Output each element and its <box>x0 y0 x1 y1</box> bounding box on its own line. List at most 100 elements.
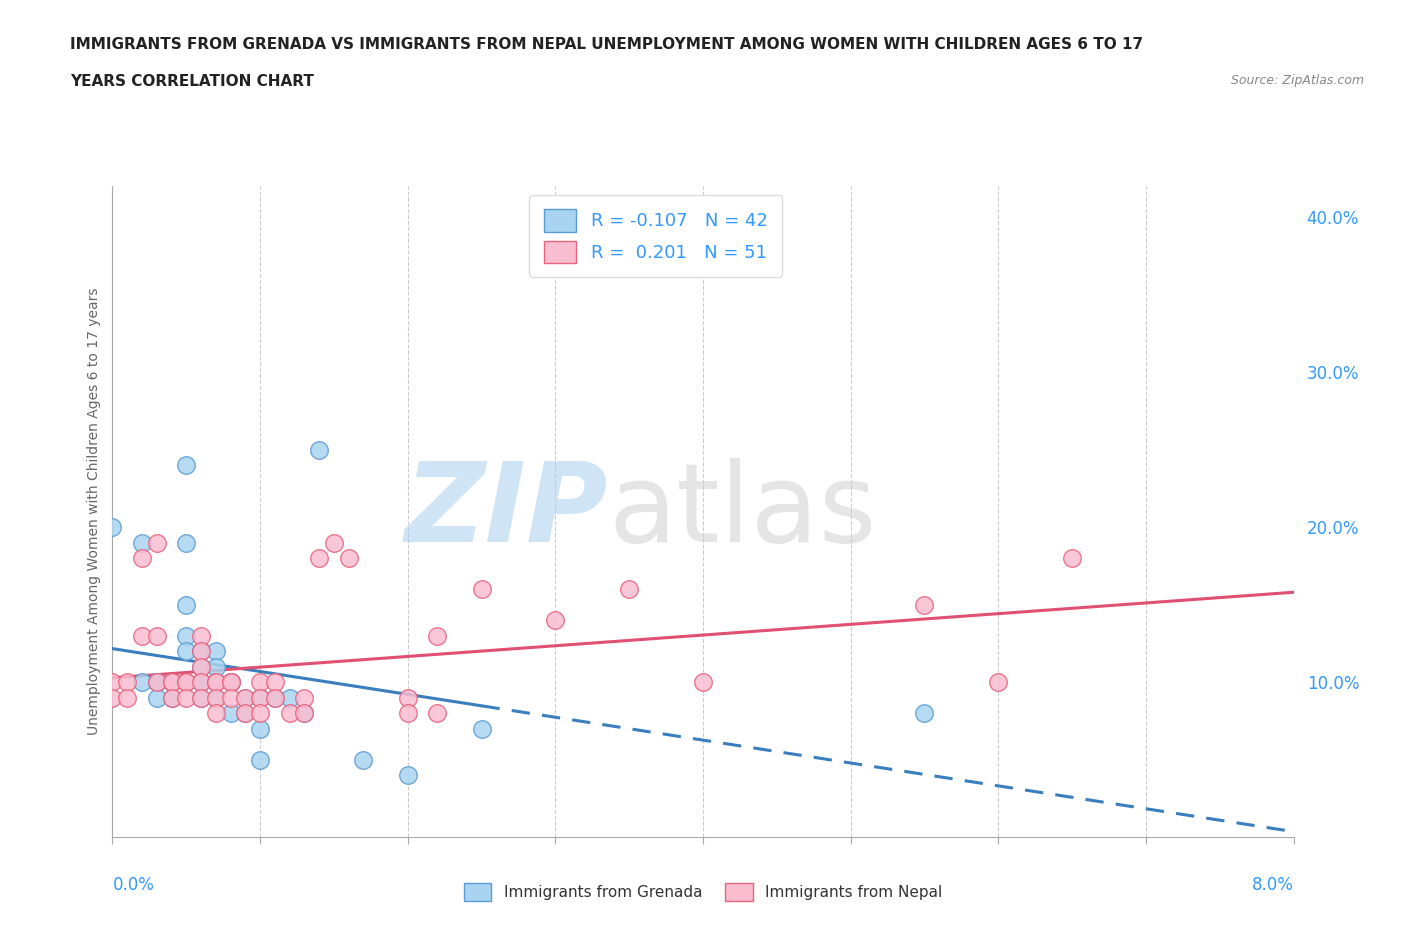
Point <box>117 690 138 705</box>
Point <box>131 628 153 643</box>
Point <box>174 628 197 643</box>
Point <box>131 551 153 565</box>
Point <box>337 551 360 565</box>
Point <box>352 752 374 767</box>
Point <box>278 706 301 721</box>
Point <box>249 706 271 721</box>
Point <box>146 674 169 689</box>
Point <box>160 674 183 689</box>
Point <box>160 690 183 705</box>
Point <box>101 674 124 689</box>
Point <box>160 674 183 689</box>
Point <box>205 674 228 689</box>
Point <box>101 520 124 535</box>
Point <box>426 706 449 721</box>
Point <box>1062 551 1084 565</box>
Point <box>205 644 228 658</box>
Point <box>174 674 197 689</box>
Point <box>190 690 212 705</box>
Point <box>160 674 183 689</box>
Text: ZIP: ZIP <box>405 458 609 565</box>
Point <box>292 706 315 721</box>
Point <box>233 690 256 705</box>
Point <box>146 628 169 643</box>
Point <box>264 690 287 705</box>
Point <box>308 551 330 565</box>
Point <box>264 690 287 705</box>
Text: YEARS CORRELATION CHART: YEARS CORRELATION CHART <box>70 74 314 89</box>
Point <box>160 674 183 689</box>
Point <box>249 721 271 736</box>
Point <box>101 690 124 705</box>
Point <box>396 690 419 705</box>
Point <box>249 690 271 705</box>
Point <box>233 690 256 705</box>
Point <box>131 535 153 550</box>
Point <box>426 628 449 643</box>
Point <box>249 752 271 767</box>
Point <box>205 690 228 705</box>
Point <box>205 674 228 689</box>
Point <box>544 613 567 628</box>
Point <box>190 628 212 643</box>
Point <box>146 535 169 550</box>
Point <box>396 767 419 782</box>
Point <box>219 706 242 721</box>
Point <box>278 690 301 705</box>
Point <box>174 597 197 612</box>
Point <box>146 690 169 705</box>
Point <box>264 674 287 689</box>
Point <box>174 690 197 705</box>
Text: Source: ZipAtlas.com: Source: ZipAtlas.com <box>1230 74 1364 87</box>
Point <box>174 674 197 689</box>
Point <box>233 706 256 721</box>
Point <box>146 674 169 689</box>
Point <box>249 690 271 705</box>
Text: IMMIGRANTS FROM GRENADA VS IMMIGRANTS FROM NEPAL UNEMPLOYMENT AMONG WOMEN WITH C: IMMIGRANTS FROM GRENADA VS IMMIGRANTS FR… <box>70 37 1143 52</box>
Legend: Immigrants from Grenada, Immigrants from Nepal: Immigrants from Grenada, Immigrants from… <box>458 877 948 908</box>
Point <box>146 674 169 689</box>
Point <box>174 644 197 658</box>
Point <box>292 690 315 705</box>
Point <box>396 706 419 721</box>
Text: 8.0%: 8.0% <box>1251 876 1294 894</box>
Point <box>471 581 494 596</box>
Point <box>323 535 346 550</box>
Point <box>160 690 183 705</box>
Point <box>219 674 242 689</box>
Point <box>190 644 212 658</box>
Point <box>190 690 212 705</box>
Point <box>205 690 228 705</box>
Point <box>205 706 228 721</box>
Point <box>190 659 212 674</box>
Point <box>174 674 197 689</box>
Point <box>219 674 242 689</box>
Point <box>619 581 641 596</box>
Point <box>219 674 242 689</box>
Point <box>190 674 212 689</box>
Point <box>190 674 212 689</box>
Point <box>174 458 197 472</box>
Point <box>914 706 936 721</box>
Point <box>190 644 212 658</box>
Point <box>692 674 714 689</box>
Point <box>160 674 183 689</box>
Point <box>233 706 256 721</box>
Point <box>292 706 315 721</box>
Point <box>174 535 197 550</box>
Y-axis label: Unemployment Among Women with Children Ages 6 to 17 years: Unemployment Among Women with Children A… <box>87 287 101 736</box>
Point <box>190 674 212 689</box>
Point <box>190 659 212 674</box>
Point <box>219 690 242 705</box>
Text: atlas: atlas <box>609 458 877 565</box>
Point <box>117 674 138 689</box>
Point <box>219 674 242 689</box>
Point <box>190 644 212 658</box>
Text: 0.0%: 0.0% <box>112 876 155 894</box>
Point <box>131 674 153 689</box>
Point <box>987 674 1010 689</box>
Point <box>249 674 271 689</box>
Point <box>914 597 936 612</box>
Point <box>205 659 228 674</box>
Point <box>471 721 494 736</box>
